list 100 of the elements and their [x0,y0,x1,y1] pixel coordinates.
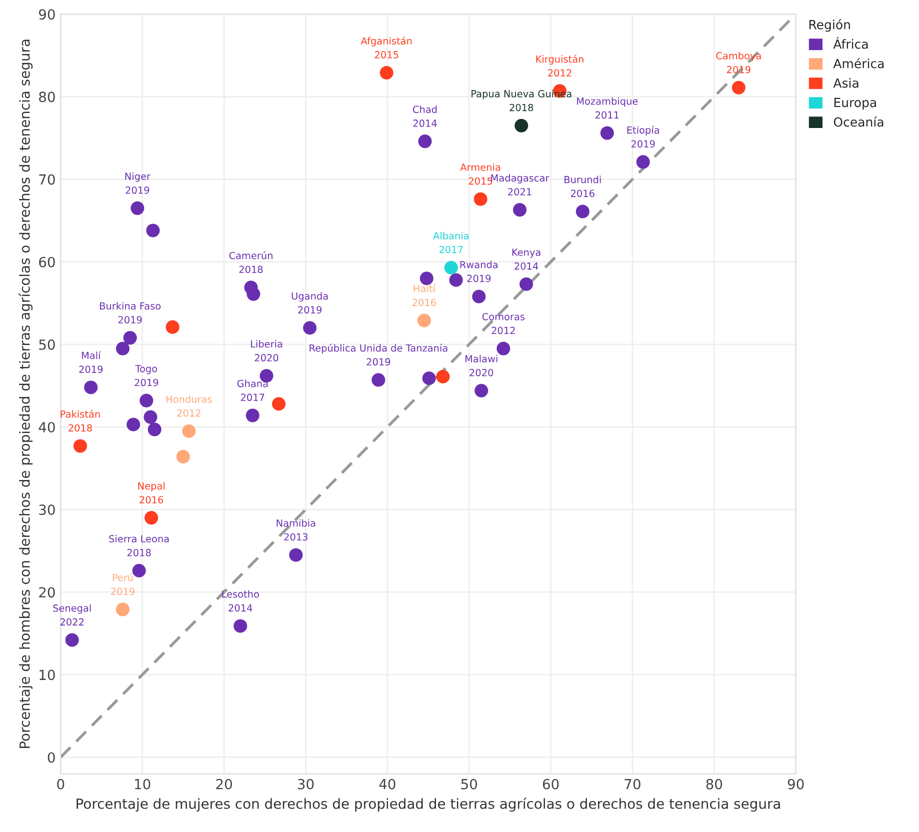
x-tick-label: 90 [788,778,804,790]
y-tick-label: 60 [39,256,55,268]
point [472,290,486,304]
point [144,511,158,525]
y-tick-label: 0 [48,752,55,763]
annotation: Malí 2019 [79,351,103,373]
annotation: Camerún 2018 [229,251,272,274]
point [123,331,137,345]
x-tick-label: 60 [542,778,559,790]
annotation: Sierra Leona 2018 [109,534,169,556]
y-tick-label: 50 [39,339,55,350]
annotation: Chad 2014 [412,106,437,127]
annotation: Albania 2017 [433,232,468,254]
point [246,287,260,301]
y-axis-title: Porcentaje de hombres con derechos de propiedad de tierras agrícolas o derechos de tenencia segura [18,40,33,748]
legend-title: Región [809,19,850,32]
annotation: Rwanda 2019 [460,260,498,282]
annotation: Namibia 2013 [276,519,316,541]
point [520,277,534,291]
annotation: Burkina Faso 2019 [100,302,161,324]
annotation: Pakistán 2018 [60,410,100,432]
legend-label: África [833,37,868,49]
point [289,548,303,562]
annotation: Afganistán 2015 [360,36,412,58]
y-tick-label: 30 [39,504,55,516]
point [600,126,614,140]
x-tick-label: 30 [298,778,314,790]
point [146,224,160,238]
annotation: Liberia 2020 [251,340,282,362]
point [444,260,458,274]
point [732,80,746,94]
point [576,204,590,218]
point [514,118,528,132]
annotation: Uganda 2019 [292,292,328,314]
point [380,66,394,80]
annotation: Haití 2016 [412,284,436,306]
annotation: Niger 2019 [125,172,150,194]
y-tick-label: 40 [38,422,55,432]
point [372,373,386,387]
legend-label: Asia [833,78,858,88]
point [303,321,317,335]
annotation: Etiopía 2019 [627,126,659,148]
y-tick-label: 10 [40,670,55,680]
annotation: Honduras 2012 [166,395,212,417]
point [144,410,158,424]
annotation: Camboya 2019 [716,52,761,74]
point [126,418,140,432]
y-tick-label: 20 [39,587,55,598]
point [272,397,286,411]
x-axis-title: Porcentaje de mujeres con derechos de propiedad de tierras agrícolas o derechos de tenencia segura [76,798,780,812]
point [130,201,144,215]
annotation: Mozambique 2011 [577,97,638,119]
annotation: Madagascar 2021 [491,174,550,196]
point [474,192,488,206]
y-tick-label: 80 [39,92,55,102]
annotation: Togo 2019 [134,365,158,386]
annotation: Comoras 2012 [482,312,525,334]
point [422,371,436,386]
point [182,424,196,438]
point [140,394,154,408]
annotation: Senegal 2022 [53,604,91,626]
x-tick-label: 80 [706,778,722,790]
point [636,155,650,169]
annotation: Kenya 2014 [512,248,540,270]
point [496,342,510,356]
annotation: Lesotho 2014 [222,590,259,612]
point [116,602,130,616]
point [84,380,98,394]
point [176,450,190,464]
legend-label: Oceanía [834,116,884,127]
x-tick-label: 50 [461,778,478,790]
point [512,203,527,217]
point [116,342,130,356]
point [449,273,463,287]
x-tick-label: 10 [135,778,150,790]
y-tick-label: 90 [38,9,55,20]
annotation: Kirguistán 2012 [536,54,584,77]
point [418,134,432,148]
point [132,564,146,578]
point [417,314,431,328]
legend-label: Europa [834,98,876,110]
x-tick-label: 40 [379,778,396,790]
x-tick-label: 0 [57,778,64,790]
point [148,422,162,436]
annotation: Malawi 2020 [465,354,498,376]
point [73,439,88,453]
annotation: República Unida de Tanzanía 2019 [310,344,448,366]
annotation: Nepal 2016 [138,482,164,504]
y-tick-label: 70 [39,174,55,185]
legend-label: América [833,58,884,68]
annotation: Burundi 2016 [564,176,601,198]
point [474,384,488,398]
annotation: Perú 2019 [111,573,134,596]
point [246,408,260,422]
x-tick-label: 20 [216,778,232,790]
point [166,320,180,334]
x-tick-label: 70 [624,778,640,790]
point [436,370,450,384]
point [65,633,79,647]
point [234,619,248,633]
